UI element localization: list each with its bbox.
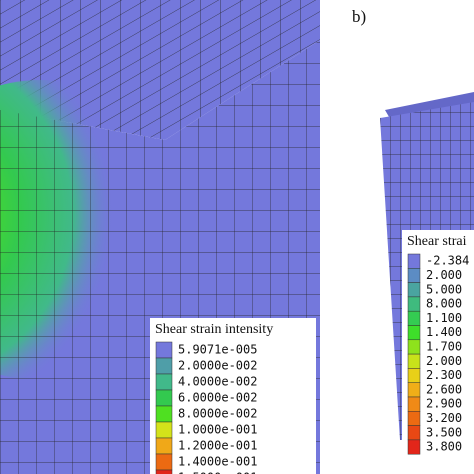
legend-swatch [407, 296, 421, 312]
legend-swatch [407, 268, 421, 283]
legend-label: 1.400 [426, 325, 462, 339]
legend-swatch [155, 373, 173, 391]
legend-swatch [407, 439, 421, 455]
legend-label: 8.000 [426, 297, 462, 311]
legend-bg [150, 318, 316, 474]
legend-b: Shear strai-2.3842.0005.0008.0001.1001.4… [402, 230, 474, 457]
legend-label: 1.5000e-001 [178, 471, 257, 474]
legend-swatch [407, 425, 421, 441]
legend-swatch [407, 353, 421, 369]
legend-label: 2.900 [426, 397, 462, 411]
front-mesh [0, 110, 165, 474]
legend-label: 8.0000e-002 [178, 407, 257, 421]
legend-label: 1.100 [426, 311, 462, 325]
legend-swatch [407, 253, 421, 269]
legend-swatch [407, 382, 421, 398]
legend-swatch [407, 368, 421, 383]
legend-label: 2.000 [426, 268, 462, 282]
legend-label: -2.384 [426, 254, 469, 268]
legend-swatch [155, 421, 173, 439]
legend-swatch [155, 341, 173, 359]
legend-swatch [407, 396, 421, 412]
legend-label: 2.600 [426, 382, 462, 396]
legend-swatch [155, 437, 173, 455]
legend-swatch [155, 405, 173, 423]
legend-a: Shear strain intensity 5.9071e-005 2.0000e… [150, 318, 316, 474]
legend-label: 1.700 [426, 339, 462, 353]
legend-label: 3.200 [426, 411, 462, 425]
legend-label: 6.0000e-002 [178, 391, 257, 405]
legend-label: 3.500 [426, 425, 462, 439]
legend-label: 5.9071e-005 [178, 343, 257, 357]
legend-swatch [407, 282, 421, 298]
legend-label: 3.800 [426, 440, 462, 454]
legend-swatch [155, 469, 173, 474]
legend-label: 1.2000e-001 [178, 439, 257, 453]
legend-label: 1.4000e-001 [178, 455, 257, 469]
legend-swatch [407, 411, 421, 426]
legend-title: Shear strain intensity [155, 322, 273, 337]
legend-label: 2.000 [426, 354, 462, 368]
legend-label: 2.0000e-002 [178, 359, 257, 373]
legend-swatch [407, 339, 421, 355]
legend-label: 2.300 [426, 368, 462, 382]
legend-label: 5.000 [426, 282, 462, 296]
legend-swatch [407, 325, 421, 341]
legend-swatch [407, 310, 421, 326]
legend-title: Shear strai [407, 234, 467, 249]
legend-label: 4.0000e-002 [178, 375, 257, 389]
legend-swatch [155, 453, 173, 471]
legend-swatch [155, 357, 173, 375]
panel-label: b) [352, 7, 366, 26]
legend-swatch [155, 389, 173, 407]
legend-label: 1.0000e-001 [178, 423, 257, 437]
